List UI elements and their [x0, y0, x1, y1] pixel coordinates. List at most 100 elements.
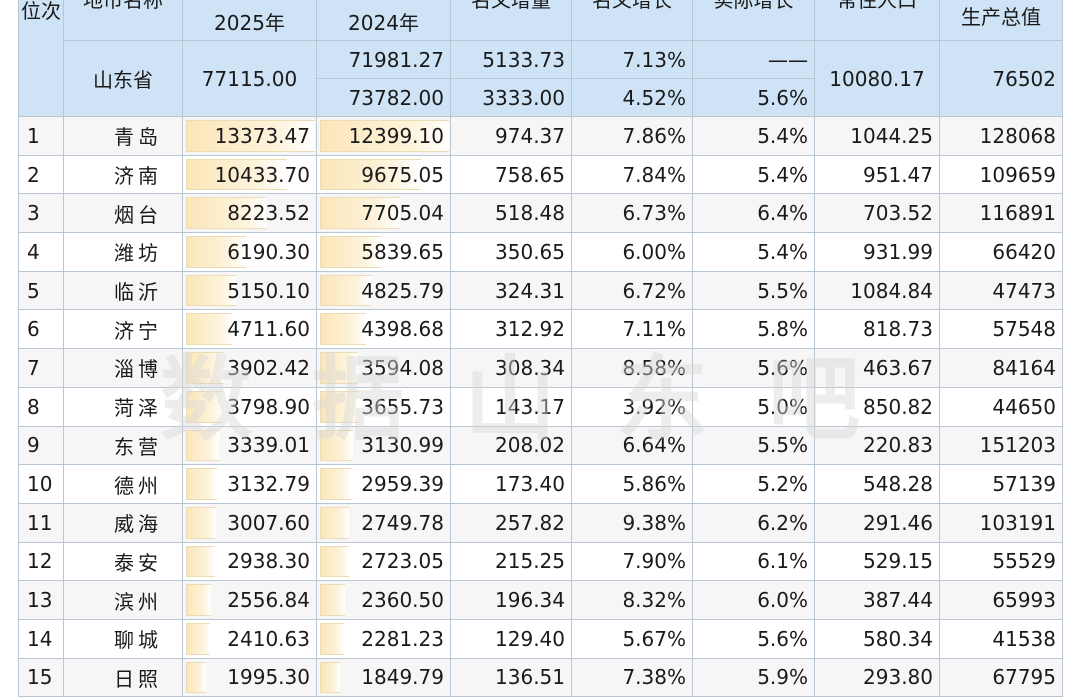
nominal-increase-cell: 758.65	[450, 154, 572, 195]
per-capita-cell: 57139	[939, 464, 1063, 504]
population-cell: 818.73	[814, 309, 940, 350]
nominal-increase-cell: 173.40	[450, 464, 572, 504]
rank-cell: 13	[18, 580, 64, 620]
gdp-2025-cell: 3798.90	[182, 386, 317, 427]
real-growth-cell: 5.5%	[692, 270, 815, 311]
real-growth-cell: 5.4%	[692, 116, 815, 156]
bar-value: 10433.70	[214, 162, 310, 187]
bar-value: 5150.10	[227, 278, 310, 303]
rank-cell: 6	[18, 309, 64, 350]
city-cell: 济宁	[63, 309, 183, 350]
nominal-increase-header: 名义增量	[450, 0, 572, 41]
nominal-increase-cell: 257.82	[450, 502, 572, 543]
gdp-2024-cell: 3594.08	[316, 348, 451, 388]
city-cell: 威海	[63, 502, 183, 543]
data-bar	[320, 429, 354, 462]
bar-value: 2281.23	[361, 626, 444, 651]
table-row: 2 济南 10433.70 9675.05 758.65 7.84% 5.4% 951.47 1…	[18, 154, 1063, 195]
table-row: 13 滨州 2556.84 2360.50 196.34 8.32% 6.0% 387.44 6…	[18, 580, 1063, 620]
gdp-2025-cell: 4711.60	[182, 309, 317, 350]
population-cell: 951.47	[814, 154, 940, 195]
population-cell: 850.82	[814, 386, 940, 427]
per-capita-cell: 128068	[939, 116, 1063, 156]
rank-cell: 9	[18, 425, 64, 466]
province-real-a: ——	[692, 40, 815, 79]
nominal-increase-cell: 143.17	[450, 386, 572, 427]
bar-value: 13373.47	[214, 123, 310, 148]
year-2024-header: 2024年	[316, 0, 451, 41]
rank-cell: 8	[18, 386, 64, 427]
nominal-growth-cell: 8.32%	[571, 580, 693, 620]
data-bar	[186, 158, 287, 191]
city-cell: 烟台	[63, 193, 183, 234]
gdp-2025-cell: 10433.70	[182, 154, 317, 195]
per-capita-header: 生产总值	[939, 0, 1063, 41]
rank-cell: 12	[18, 541, 64, 582]
rank-header: 位次	[18, 0, 64, 117]
real-growth-cell: 6.4%	[692, 193, 815, 234]
province-growth-b: 4.52%	[571, 78, 693, 117]
data-bar	[320, 584, 346, 616]
gdp-2024-cell: 2281.23	[316, 618, 451, 659]
data-bar	[186, 661, 207, 694]
nominal-increase-cell: 215.25	[450, 541, 572, 582]
data-bar	[320, 197, 401, 230]
city-header: 地市名称	[63, 0, 183, 41]
data-bar	[320, 622, 345, 655]
province-row-b: 73782.00 3333.00 4.52% 5.6%	[19, 78, 1063, 117]
real-growth-cell: 5.5%	[692, 425, 815, 466]
table-row: 5 临沂 5150.10 4825.79 324.31 6.72% 5.5% 1084.84 4…	[18, 270, 1063, 311]
gdp-2024-cell: 2959.39	[316, 464, 451, 504]
city-cell: 菏泽	[63, 386, 183, 427]
real-growth-cell: 5.2%	[692, 464, 815, 504]
real-growth-cell: 5.8%	[692, 309, 815, 350]
table-row: 12 泰安 2938.30 2723.05 215.25 7.90% 6.1% 529.15 5…	[18, 541, 1063, 582]
per-capita-cell: 41538	[939, 618, 1063, 659]
rank-cell: 5	[18, 270, 64, 311]
year-2025-header: 2025年	[182, 0, 317, 41]
population-cell: 1084.84	[814, 270, 940, 311]
gdp-2025-cell: 8223.52	[182, 193, 317, 234]
city-cell: 泰安	[63, 541, 183, 582]
population-cell: 463.67	[814, 348, 940, 388]
bar-value: 2360.50	[361, 588, 444, 613]
per-capita-cell: 151203	[939, 425, 1063, 466]
data-bar	[320, 661, 341, 694]
bar-value: 8223.52	[227, 201, 310, 226]
bar-value: 4825.79	[361, 278, 444, 303]
table-row: 6 济宁 4711.60 4398.68 312.92 7.11% 5.8% 818.73 57…	[18, 309, 1063, 350]
table-row: 15 日照 1995.30 1849.79 136.51 7.38% 5.9% 293.80 6…	[18, 657, 1063, 697]
city-cell: 临沂	[63, 270, 183, 311]
province-2025: 77115.00	[182, 40, 317, 117]
bar-value: 5839.65	[361, 239, 444, 264]
gdp-2024-cell: 3130.99	[316, 425, 451, 466]
rank-cell: 3	[18, 193, 64, 234]
data-bar	[186, 352, 225, 384]
city-cell: 淄博	[63, 348, 183, 388]
per-capita-cell: 116891	[939, 193, 1063, 234]
bar-value: 9675.05	[361, 162, 444, 187]
data-bar	[186, 120, 315, 152]
nominal-growth-cell: 8.58%	[571, 348, 693, 388]
nominal-increase-cell: 324.31	[450, 270, 572, 311]
province-growth-a: 7.13%	[571, 40, 693, 79]
population-cell: 1044.25	[814, 116, 940, 156]
data-bar	[320, 236, 382, 268]
table-row: 3 烟台 8223.52 7705.04 518.48 6.73% 6.4% 703.52 11…	[18, 193, 1063, 234]
nominal-growth-cell: 5.86%	[571, 464, 693, 504]
nominal-growth-cell: 7.90%	[571, 541, 693, 582]
table-row: 8 菏泽 3798.90 3655.73 143.17 3.92% 5.0% 850.82 44…	[18, 386, 1063, 427]
population-cell: 580.34	[814, 618, 940, 659]
data-bar	[186, 584, 212, 616]
bar-value: 1995.30	[227, 665, 310, 690]
real-growth-cell: 5.6%	[692, 618, 815, 659]
bar-value: 3132.79	[227, 472, 310, 497]
nominal-growth-header: 名义增长	[571, 0, 693, 41]
gdp-2024-cell: 7705.04	[316, 193, 451, 234]
nominal-growth-cell: 6.64%	[571, 425, 693, 466]
per-capita-cell: 109659	[939, 154, 1063, 195]
table-row: 1 青岛 13373.47 12399.10 974.37 7.86% 5.4% 1044.2…	[18, 116, 1063, 156]
gdp-2024-cell: 2749.78	[316, 502, 451, 543]
per-capita-cell: 67795	[939, 657, 1063, 697]
province-population: 10080.17	[814, 40, 940, 117]
